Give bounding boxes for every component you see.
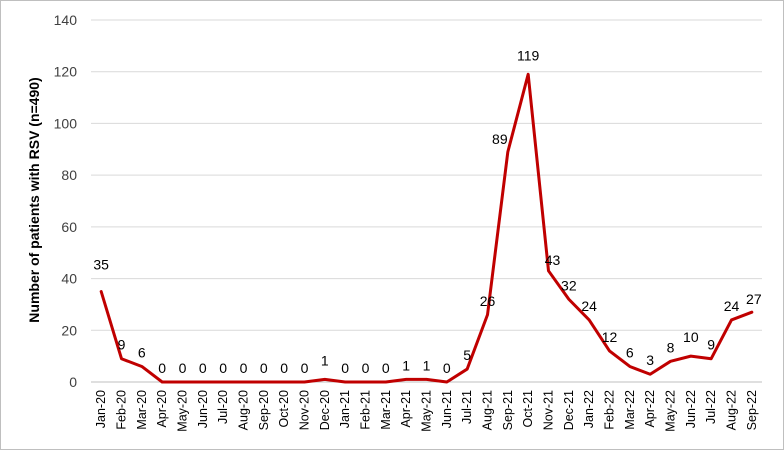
data-label: 5: [463, 347, 471, 363]
data-label: 0: [280, 360, 288, 376]
x-tick-label: Feb-20: [115, 390, 129, 430]
data-label: 89: [492, 131, 508, 147]
data-label: 6: [626, 344, 634, 360]
data-label: 0: [179, 360, 187, 376]
x-tick-label: Apr-22: [643, 390, 657, 428]
data-label: 43: [545, 252, 561, 268]
x-tick-label: Nov-21: [542, 390, 556, 430]
data-label: 3: [646, 352, 654, 368]
y-tick-label: 120: [54, 64, 78, 80]
x-tick-label: Aug-22: [725, 390, 739, 430]
data-label: 1: [423, 357, 431, 373]
data-label: 26: [480, 293, 496, 309]
x-tick-label: Apr-20: [155, 390, 169, 428]
x-tick-label: Jul-22: [704, 390, 718, 424]
series-line: [99, 72, 754, 384]
x-tick-label: Sep-20: [257, 390, 271, 430]
data-label: 9: [118, 337, 126, 353]
data-label: 0: [341, 360, 349, 376]
x-tick-label: May-21: [420, 390, 434, 432]
x-tick-label: Dec-21: [562, 390, 576, 430]
data-label: 10: [683, 329, 699, 345]
data-label: 1: [321, 352, 329, 368]
x-tick-label: Oct-21: [521, 390, 535, 428]
x-tick-label: Mar-21: [379, 390, 393, 430]
data-label: 27: [746, 291, 762, 307]
x-axis-tick-labels: Jan-20 Feb-20 Mar-20 Apr-20 May-20 Jun-20 Jul-…: [94, 390, 759, 432]
x-tick-label: May-20: [176, 390, 190, 432]
x-tick-label: Jun-21: [440, 390, 454, 428]
y-tick-label: 60: [61, 219, 77, 235]
x-tick-label: Nov-20: [298, 390, 312, 430]
data-label: 9: [707, 337, 715, 353]
y-axis-title: Number of patients with RSV (n=490): [26, 77, 42, 322]
y-tick-label: 40: [61, 271, 77, 287]
data-label: 0: [158, 360, 166, 376]
y-tick-label: 140: [54, 12, 78, 28]
y-tick-label: 80: [61, 167, 77, 183]
y-axis-tick-labels: 0 20 40 60 80 100 120 140: [54, 12, 78, 390]
data-label: 0: [362, 360, 370, 376]
x-tick-label: Mar-20: [135, 390, 149, 430]
data-label: 0: [260, 360, 268, 376]
data-label: 0: [199, 360, 207, 376]
data-label: 0: [219, 360, 227, 376]
x-tick-label: Feb-21: [359, 390, 373, 430]
x-tick-label: May-22: [664, 390, 678, 432]
x-tick-label: Jun-22: [684, 390, 698, 428]
data-label: 0: [240, 360, 248, 376]
y-tick-label: 0: [69, 374, 77, 390]
data-label: 6: [138, 344, 146, 360]
data-label: 8: [667, 339, 675, 355]
x-tick-label: Mar-22: [623, 390, 637, 430]
x-tick-label: Feb-22: [603, 390, 617, 430]
x-tick-label: Aug-20: [237, 390, 251, 430]
data-label: 12: [602, 329, 618, 345]
data-label: 24: [724, 298, 740, 314]
x-tick-label: Sep-21: [501, 390, 515, 430]
x-tick-label: Sep-22: [745, 390, 759, 430]
x-tick-label: Jun-20: [196, 390, 210, 428]
gridlines: [91, 19, 762, 383]
data-label: 0: [301, 360, 309, 376]
data-label: 1: [402, 357, 410, 373]
y-tick-label: 100: [54, 115, 78, 131]
x-tick-label: Jan-20: [94, 390, 108, 428]
data-label: 119: [517, 47, 540, 63]
data-label: 0: [443, 360, 451, 376]
data-label: 35: [93, 257, 109, 273]
y-tick-label: 20: [61, 322, 77, 338]
x-tick-label: Jan-21: [338, 390, 352, 428]
x-tick-label: Dec-20: [318, 390, 332, 430]
x-tick-label: Aug-21: [481, 390, 495, 430]
data-label: 32: [561, 277, 577, 293]
x-tick-label: Apr-21: [399, 390, 413, 428]
data-label: 0: [382, 360, 390, 376]
x-tick-label: Jul-20: [216, 390, 230, 424]
data-label: 24: [581, 298, 597, 314]
x-tick-label: Oct-20: [277, 390, 291, 428]
x-tick-label: Jul-21: [460, 390, 474, 424]
x-tick-label: Jan-22: [582, 390, 596, 428]
